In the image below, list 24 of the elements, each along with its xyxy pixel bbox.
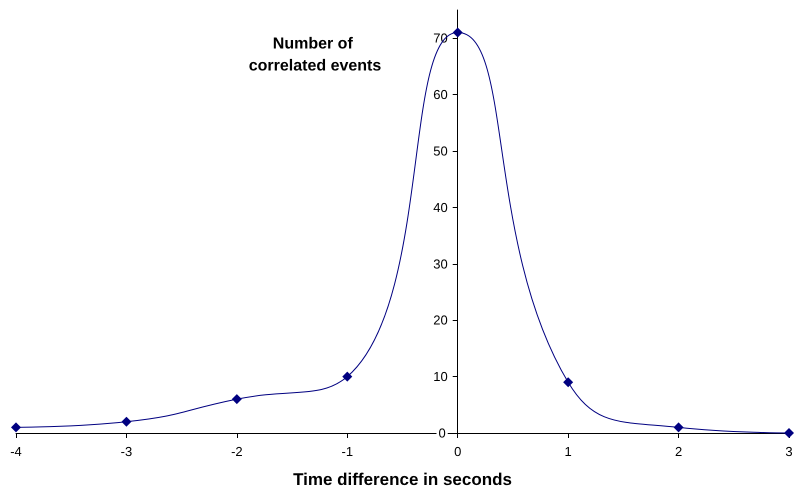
x-tick-label: 0 — [454, 444, 462, 459]
point — [674, 422, 684, 432]
x-tick-label: -4 — [10, 444, 22, 459]
y-tick-label: 60 — [433, 87, 448, 102]
y-tick-label: 30 — [433, 256, 448, 272]
point — [11, 422, 21, 432]
x-tick-label: -3 — [120, 444, 132, 459]
y-tick-label: 20 — [433, 312, 448, 328]
point — [342, 372, 352, 382]
y-tick-label: 50 — [433, 144, 448, 158]
point — [563, 377, 574, 388]
x-axis-title: Time difference in seconds — [293, 470, 512, 489]
point — [232, 394, 242, 404]
point — [452, 28, 463, 38]
y-axis-title: Number of correlated events — [248, 36, 382, 74]
point — [121, 416, 132, 427]
x-tick-label: 1 — [564, 444, 572, 459]
y-tick-label: 0 — [438, 426, 446, 440]
x-tick-label: 2 — [674, 444, 682, 459]
x-tick-label: -2 — [231, 444, 243, 459]
y-tick-label: 10 — [433, 369, 448, 384]
x-tick-label: -1 — [342, 444, 354, 459]
y-tick-label: 40 — [433, 200, 448, 215]
x-tick-label: 3 — [785, 444, 793, 459]
